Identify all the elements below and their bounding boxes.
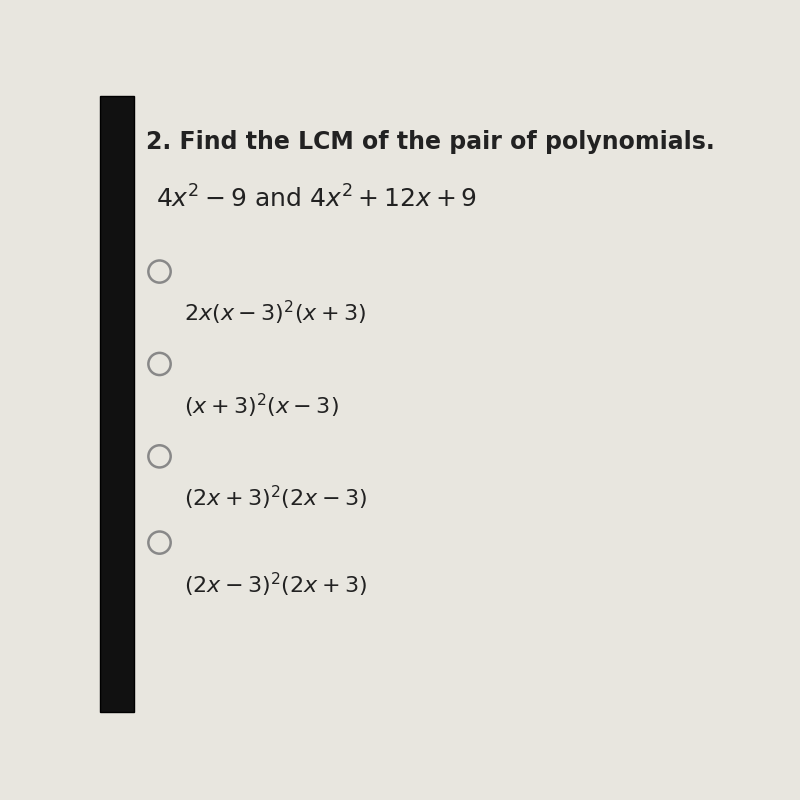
Text: $(x + 3)^2(x - 3)$: $(x + 3)^2(x - 3)$: [184, 392, 338, 420]
Text: $(2x - 3)^2(2x + 3)$: $(2x - 3)^2(2x + 3)$: [184, 570, 366, 598]
Text: 2. Find the LCM of the pair of polynomials.: 2. Find the LCM of the pair of polynomia…: [146, 130, 715, 154]
Text: $(2x + 3)^2(2x - 3)$: $(2x + 3)^2(2x - 3)$: [184, 484, 366, 512]
Text: $2x(x - 3)^2(x + 3)$: $2x(x - 3)^2(x + 3)$: [184, 299, 366, 327]
FancyBboxPatch shape: [100, 96, 134, 712]
Text: $4x^2 - 9$ and $4x^2 + 12x + 9$: $4x^2 - 9$ and $4x^2 + 12x + 9$: [156, 186, 477, 213]
